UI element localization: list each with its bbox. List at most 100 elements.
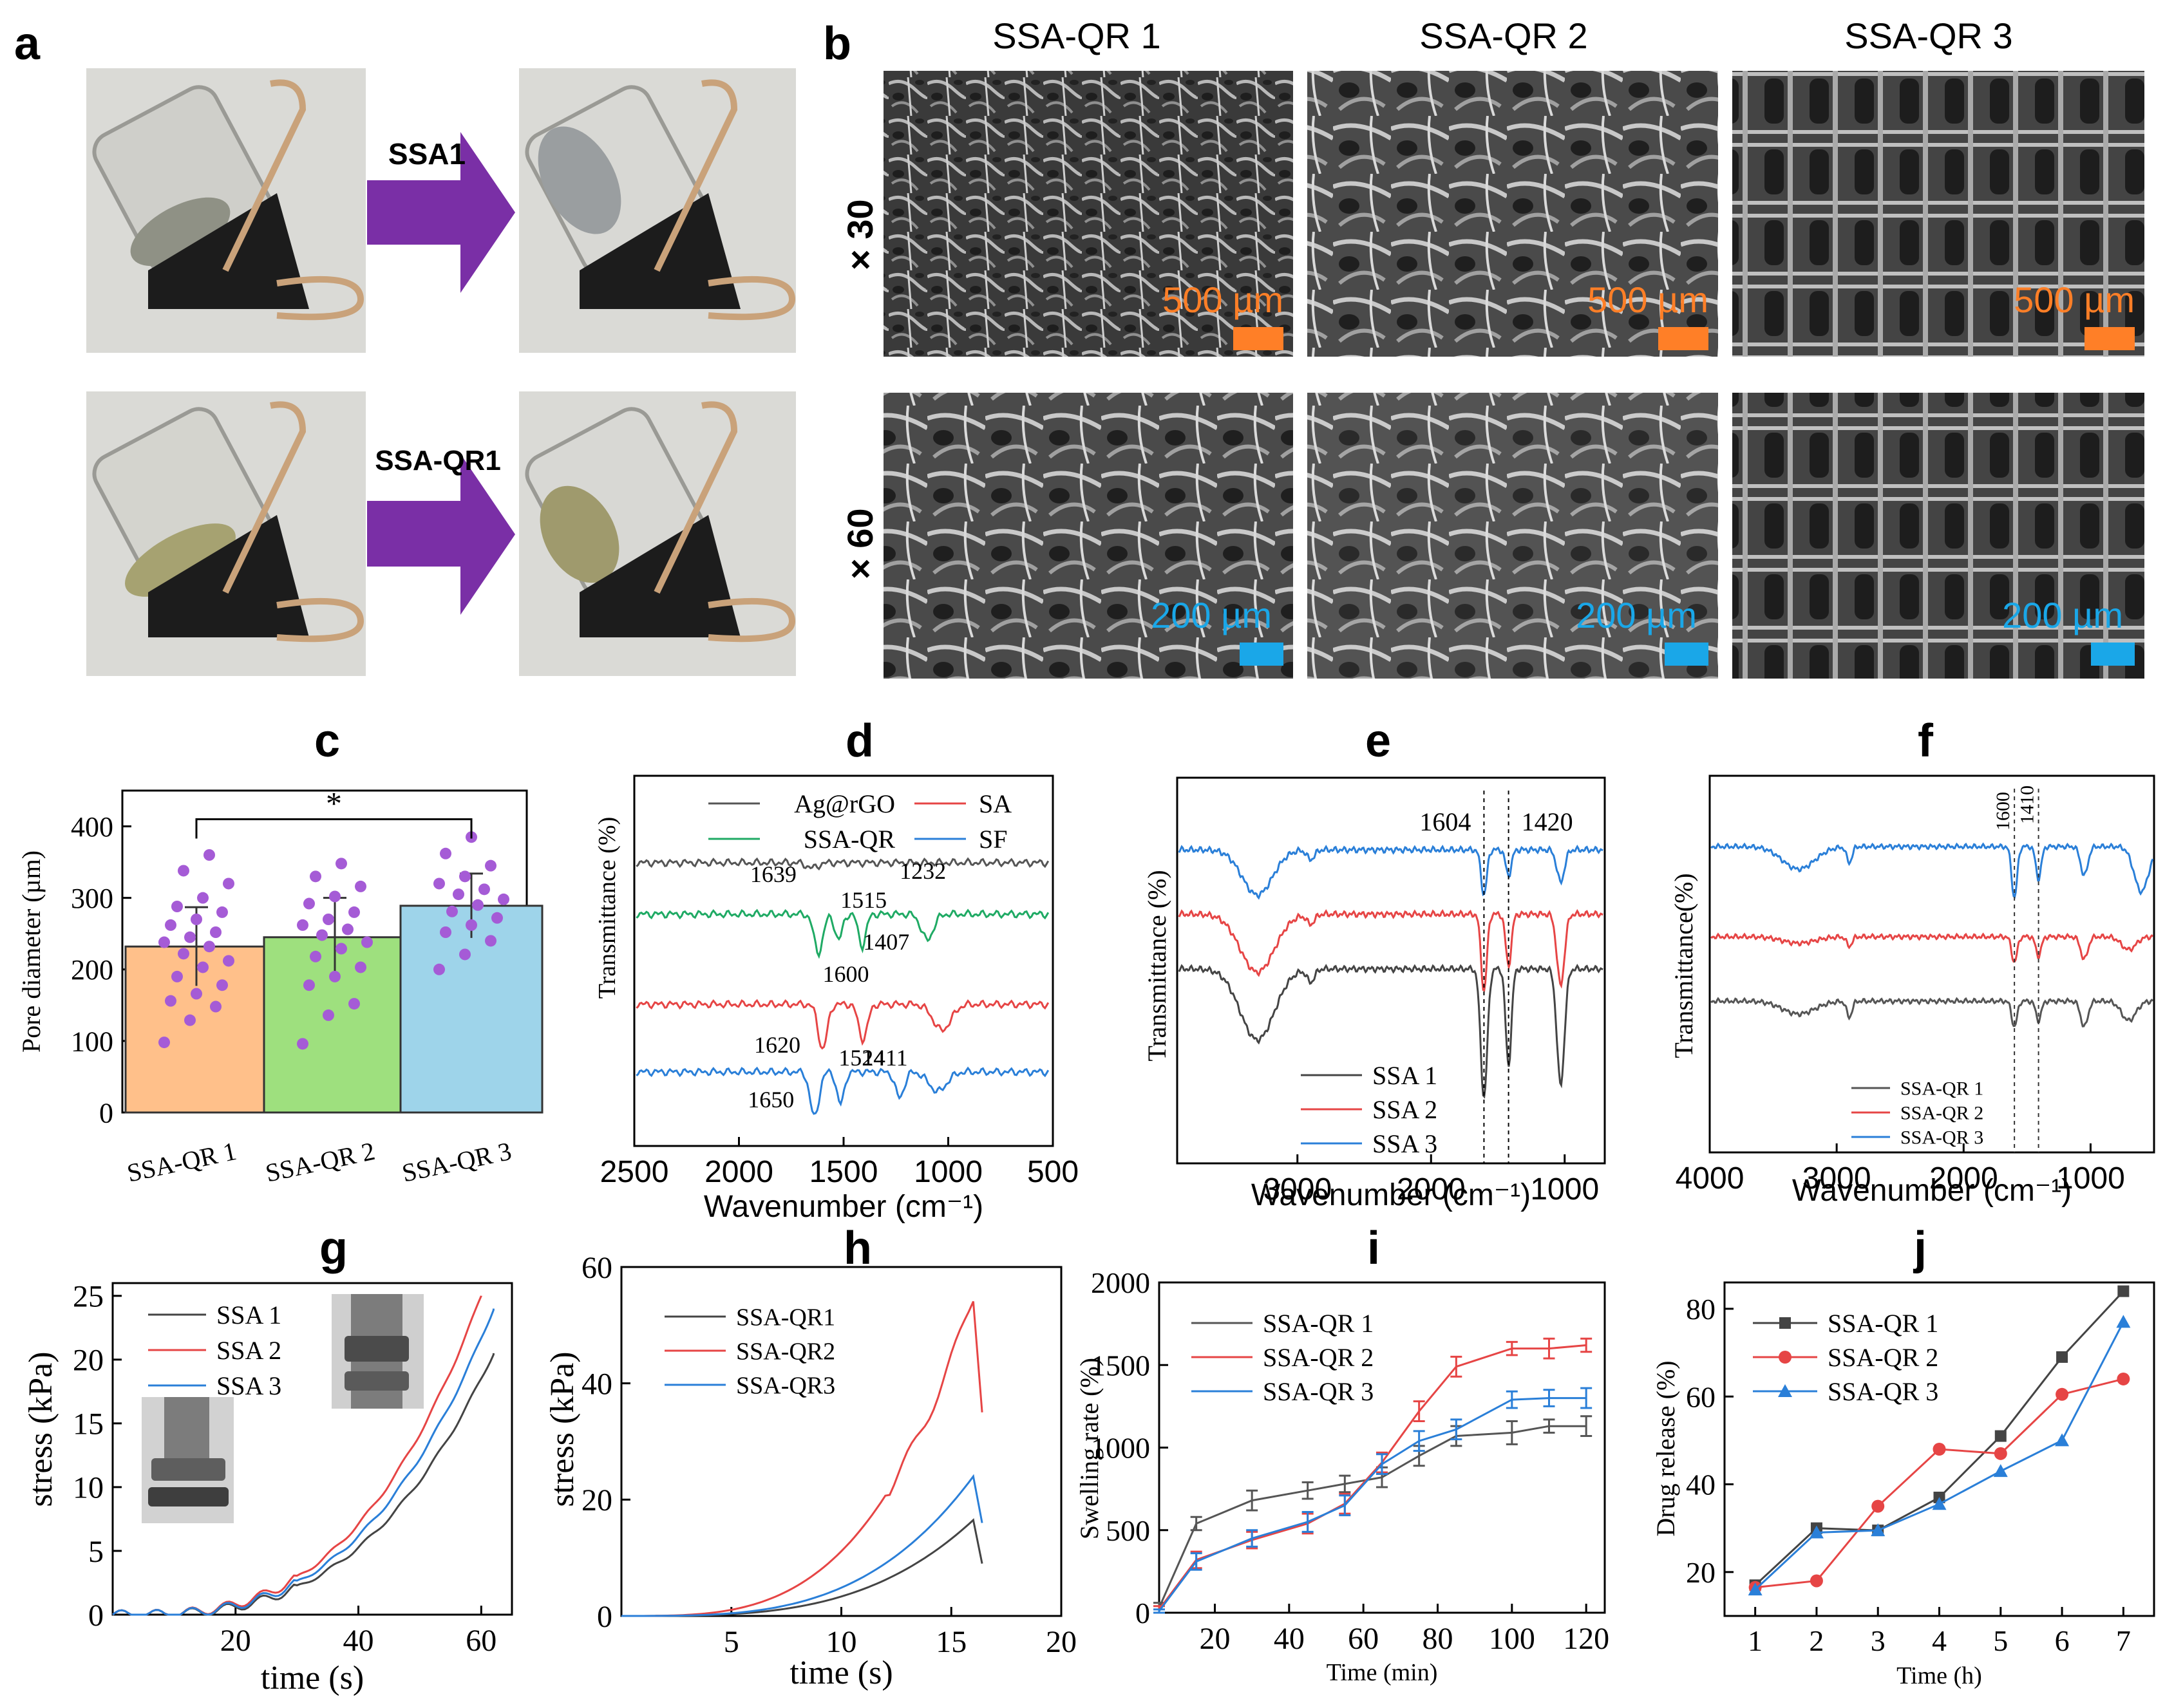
data-point: [433, 877, 445, 890]
x-tick-label: 2000: [704, 1155, 773, 1189]
scale-bar: [1240, 643, 1283, 666]
data-point: [216, 906, 228, 918]
x-tick-label: 80: [1423, 1622, 1453, 1656]
y-tick-label: 20: [581, 1483, 612, 1517]
data-point: [223, 955, 234, 967]
x-tick-label: 6: [2055, 1624, 2070, 1657]
scale-bar: [2091, 643, 2135, 666]
y-tick-label: 60: [581, 1251, 612, 1285]
data-point: [165, 995, 176, 1007]
data-point: [2117, 1285, 2130, 1297]
x-axis-label: time (s): [789, 1655, 893, 1691]
x-tick-label: 5: [724, 1625, 739, 1659]
x-tick-label: 4: [1932, 1624, 1947, 1657]
data-point: [316, 929, 328, 941]
data-point: [297, 1038, 308, 1050]
data-point: [223, 877, 234, 890]
data-point: [1994, 1447, 2007, 1460]
peak-annotation: 1407: [863, 929, 909, 955]
y-axis-label: stress (kPa): [23, 1351, 59, 1506]
spectrum-line: [1710, 932, 2154, 963]
data-point: [1809, 1525, 1824, 1539]
legend-label: SSA 3: [216, 1371, 281, 1400]
legend-label: SSA-QR 3: [1828, 1377, 1938, 1406]
data-point: [197, 892, 209, 904]
data-point: [323, 1009, 334, 1021]
y-tick-label: 60: [1686, 1380, 1716, 1413]
y-tick-label: 1000: [1091, 1432, 1150, 1465]
panel-label-h: h: [844, 1223, 872, 1274]
data-point: [203, 941, 215, 953]
data-point: [303, 897, 315, 910]
x-tick-label: 15: [936, 1625, 967, 1659]
plot-frame: [1176, 776, 1606, 1165]
y-tick-label: 1500: [1091, 1349, 1150, 1382]
data-point: [158, 1037, 170, 1049]
arrow-ssaqr1-label: SSA-QR1: [375, 445, 501, 476]
photo-ssa1-before: [86, 68, 366, 353]
data-point: [440, 847, 451, 859]
x-tick-label: 4000: [1676, 1161, 1744, 1196]
y-tick-label: 0: [99, 1097, 113, 1129]
series-line: [1754, 1290, 2124, 1586]
data-point: [336, 943, 347, 955]
legend-label: SSA-QR 1: [1828, 1309, 1938, 1338]
data-point: [348, 998, 360, 1010]
y-tick-label: 0: [1135, 1597, 1150, 1629]
legend-label: SSA 2: [216, 1336, 281, 1365]
x-tick-label: 3: [1871, 1624, 1886, 1657]
chart-h-stress-ssaqr: 5 10 15 20 0 20 40 60 time (s) stress (kPa) SSA-QR…: [544, 1251, 1077, 1691]
panel-label-g: g: [319, 1223, 348, 1274]
peak-annotation: 1515: [840, 887, 887, 913]
data-point: [329, 890, 341, 903]
data-point: [203, 849, 215, 861]
data-point: [459, 870, 471, 883]
data-point: [165, 919, 176, 931]
data-point: [485, 935, 496, 947]
plot-frame: [1708, 774, 2155, 1154]
y-tick-label: 25: [73, 1280, 104, 1314]
data-point: [1933, 1443, 1946, 1456]
data-point: [446, 905, 458, 917]
panel-label-b: b: [823, 18, 851, 70]
chart-j-drug-release: 1 2 3 4 5 6 7 20 40 60 80 Time (h) Drug release (%) S…: [1651, 1281, 2155, 1689]
peak-annotation: 1524: [838, 1045, 885, 1071]
data-point: [491, 912, 503, 924]
data-point: [171, 970, 183, 982]
plot-frame: [111, 1282, 513, 1616]
data-point: [171, 901, 183, 912]
scale-label: 200 µm: [1151, 595, 1272, 635]
inset-photo-top: [332, 1294, 424, 1409]
y-axis-label: Transmittance(%): [1669, 873, 1698, 1058]
spectrum-line: [1710, 842, 2154, 899]
x-tick-label: SSA-QR 1: [124, 1136, 239, 1188]
peak-annotation: 1411: [862, 1045, 908, 1071]
data-point: [355, 880, 366, 892]
band-marker-label: 1604: [1419, 807, 1471, 836]
data-point: [2116, 1315, 2131, 1328]
data-point: [184, 931, 196, 943]
band-marker-label: 1600: [1992, 792, 2014, 831]
data-point: [303, 979, 315, 991]
data-point: [466, 919, 477, 931]
x-tick-label: 7: [2116, 1624, 2131, 1657]
data-point: [485, 859, 496, 872]
x-axis-label: Wavenumber (cm⁻¹): [1792, 1174, 2072, 1208]
data-point: [178, 865, 189, 877]
peak-annotation: 1232: [900, 858, 946, 884]
data-point: [1748, 1582, 1763, 1596]
data-point: [498, 893, 509, 905]
spectrum-line: [636, 1066, 1050, 1115]
legend-label: SSA-QR 3: [1900, 1127, 1983, 1149]
data-point: [310, 950, 321, 962]
y-tick-label: 40: [1686, 1469, 1716, 1501]
x-tick-label: 5: [1993, 1624, 2008, 1657]
data-point: [433, 963, 445, 975]
legend-label: SSA-QR2: [736, 1338, 835, 1365]
scale-label: 500 µm: [2014, 279, 2135, 320]
x-tick-label: 20: [1046, 1625, 1077, 1659]
x-tick-label: 10: [826, 1625, 857, 1659]
